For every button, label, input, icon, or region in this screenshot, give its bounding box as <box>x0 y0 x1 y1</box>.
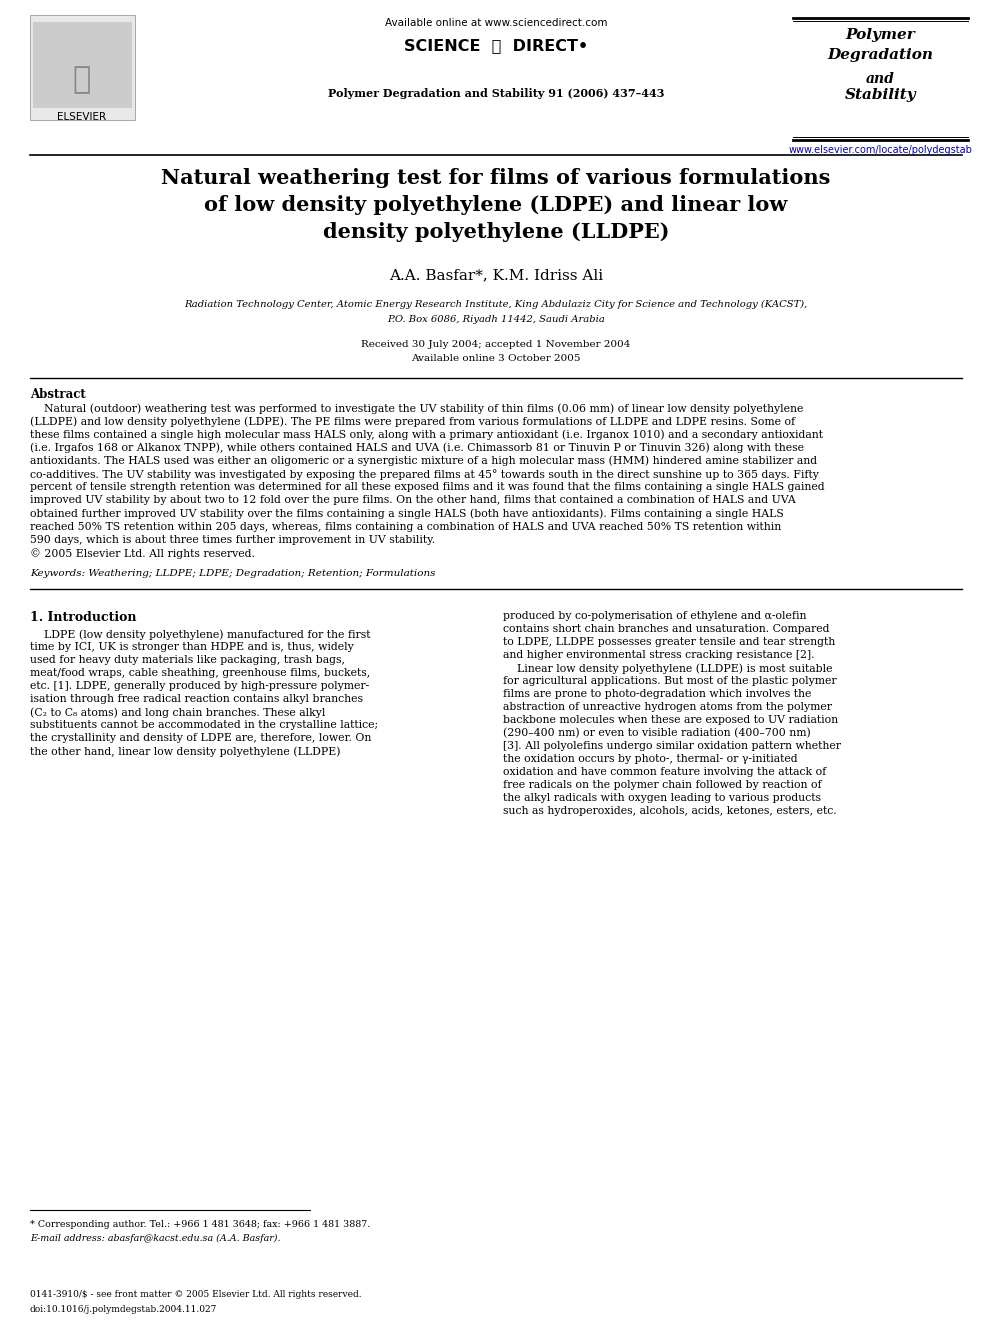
Text: the alkyl radicals with oxygen leading to various products: the alkyl radicals with oxygen leading t… <box>503 794 821 803</box>
Text: substituents cannot be accommodated in the crystalline lattice;: substituents cannot be accommodated in t… <box>30 721 378 730</box>
Text: Available online 3 October 2005: Available online 3 October 2005 <box>412 355 580 363</box>
Text: LDPE (low density polyethylene) manufactured for the first: LDPE (low density polyethylene) manufact… <box>30 630 370 640</box>
Bar <box>30 15 135 120</box>
Text: improved UV stability by about two to 12 fold over the pure films. On the other : improved UV stability by about two to 12… <box>30 495 796 505</box>
Text: doi:10.1016/j.polymdegstab.2004.11.027: doi:10.1016/j.polymdegstab.2004.11.027 <box>30 1304 217 1314</box>
Text: of low density polyethylene (LDPE) and linear low: of low density polyethylene (LDPE) and l… <box>204 194 788 216</box>
Text: to LDPE, LLDPE possesses greater tensile and tear strength: to LDPE, LLDPE possesses greater tensile… <box>503 638 835 647</box>
Text: produced by co-polymerisation of ethylene and α-olefin: produced by co-polymerisation of ethylen… <box>503 611 806 622</box>
Text: Abstract: Abstract <box>30 388 85 401</box>
Text: 🌿: 🌿 <box>72 66 91 94</box>
Text: (290–400 nm) or even to visible radiation (400–700 nm): (290–400 nm) or even to visible radiatio… <box>503 729 810 738</box>
Text: Degradation: Degradation <box>827 48 933 62</box>
Text: these films contained a single high molecular mass HALS only, along with a prima: these films contained a single high mole… <box>30 430 823 441</box>
Text: reached 50% TS retention within 205 days, whereas, films containing a combinatio: reached 50% TS retention within 205 days… <box>30 521 782 532</box>
Text: 1. Introduction: 1. Introduction <box>30 611 137 624</box>
Text: Linear low density polyethylene (LLDPE) is most suitable: Linear low density polyethylene (LLDPE) … <box>503 663 832 673</box>
Text: P.O. Box 6086, Riyadh 11442, Saudi Arabia: P.O. Box 6086, Riyadh 11442, Saudi Arabi… <box>387 315 605 324</box>
Text: Polymer Degradation and Stability 91 (2006) 437–443: Polymer Degradation and Stability 91 (20… <box>327 89 665 99</box>
Text: time by ICI, UK is stronger than HDPE and is, thus, widely: time by ICI, UK is stronger than HDPE an… <box>30 643 354 652</box>
Text: (LLDPE) and low density polyethylene (LDPE). The PE films were prepared from var: (LLDPE) and low density polyethylene (LD… <box>30 417 796 427</box>
Text: Available online at www.sciencedirect.com: Available online at www.sciencedirect.co… <box>385 19 607 28</box>
Text: obtained further improved UV stability over the films containing a single HALS (: obtained further improved UV stability o… <box>30 508 784 519</box>
Text: E-mail address: abasfar@kacst.edu.sa (A.A. Basfar).: E-mail address: abasfar@kacst.edu.sa (A.… <box>30 1234 281 1244</box>
Text: www.elsevier.com/locate/polydegstab: www.elsevier.com/locate/polydegstab <box>789 146 972 155</box>
Text: (C₂ to C₈ atoms) and long chain branches. These alkyl: (C₂ to C₈ atoms) and long chain branches… <box>30 708 325 718</box>
Text: used for heavy duty materials like packaging, trash bags,: used for heavy duty materials like packa… <box>30 655 345 665</box>
Text: the other hand, linear low density polyethylene (LLDPE): the other hand, linear low density polye… <box>30 746 340 757</box>
Text: and: and <box>866 71 895 86</box>
Text: oxidation and have common feature involving the attack of: oxidation and have common feature involv… <box>503 767 826 778</box>
Text: Received 30 July 2004; accepted 1 November 2004: Received 30 July 2004; accepted 1 Novemb… <box>361 340 631 349</box>
Text: co-additives. The UV stability was investigated by exposing the prepared films a: co-additives. The UV stability was inves… <box>30 468 818 480</box>
Text: backbone molecules when these are exposed to UV radiation: backbone molecules when these are expose… <box>503 716 838 725</box>
Text: density polyethylene (LLDPE): density polyethylene (LLDPE) <box>322 222 670 242</box>
Text: isation through free radical reaction contains alkyl branches: isation through free radical reaction co… <box>30 695 363 704</box>
Text: etc. [1]. LDPE, generally produced by high-pressure polymer-: etc. [1]. LDPE, generally produced by hi… <box>30 681 369 692</box>
Text: abstraction of unreactive hydrogen atoms from the polymer: abstraction of unreactive hydrogen atoms… <box>503 703 832 712</box>
Text: A.A. Basfar*, K.M. Idriss Ali: A.A. Basfar*, K.M. Idriss Ali <box>389 269 603 282</box>
Text: and higher environmental stress cracking resistance [2].: and higher environmental stress cracking… <box>503 651 814 660</box>
Text: the oxidation occurs by photo-, thermal- or γ-initiated: the oxidation occurs by photo-, thermal-… <box>503 754 798 765</box>
Text: ELSEVIER: ELSEVIER <box>58 112 106 122</box>
Text: antioxidants. The HALS used was either an oligomeric or a synergistic mixture of: antioxidants. The HALS used was either a… <box>30 456 817 467</box>
Bar <box>33 22 132 108</box>
Text: SCIENCE  ⓓ  DIRECT•: SCIENCE ⓓ DIRECT• <box>404 38 588 53</box>
Text: such as hydroperoxides, alcohols, acids, ketones, esters, etc.: such as hydroperoxides, alcohols, acids,… <box>503 807 836 816</box>
Text: Polymer: Polymer <box>845 28 916 42</box>
Text: Natural (outdoor) weathering test was performed to investigate the UV stability : Natural (outdoor) weathering test was pe… <box>30 404 804 414</box>
Text: Radiation Technology Center, Atomic Energy Research Institute, King Abdulaziz Ci: Radiation Technology Center, Atomic Ener… <box>185 300 807 310</box>
Text: the crystallinity and density of LDPE are, therefore, lower. On: the crystallinity and density of LDPE ar… <box>30 733 371 744</box>
Text: Natural weathering test for films of various formulations: Natural weathering test for films of var… <box>162 168 830 188</box>
Text: (i.e. Irgafos 168 or Alkanox TNPP), while others contained HALS and UVA (i.e. Ch: (i.e. Irgafos 168 or Alkanox TNPP), whil… <box>30 443 804 454</box>
Text: free radicals on the polymer chain followed by reaction of: free radicals on the polymer chain follo… <box>503 781 821 790</box>
Text: for agricultural applications. But most of the plastic polymer: for agricultural applications. But most … <box>503 676 836 687</box>
Text: films are prone to photo-degradation which involves the: films are prone to photo-degradation whi… <box>503 689 811 700</box>
Text: Stability: Stability <box>844 89 917 102</box>
Text: 0141-3910/$ - see front matter © 2005 Elsevier Ltd. All rights reserved.: 0141-3910/$ - see front matter © 2005 El… <box>30 1290 362 1299</box>
Text: percent of tensile strength retention was determined for all these exposed films: percent of tensile strength retention wa… <box>30 482 824 492</box>
Text: © 2005 Elsevier Ltd. All rights reserved.: © 2005 Elsevier Ltd. All rights reserved… <box>30 548 255 560</box>
Text: [3]. All polyolefins undergo similar oxidation pattern whether: [3]. All polyolefins undergo similar oxi… <box>503 741 841 751</box>
Text: meat/food wraps, cable sheathing, greenhouse films, buckets,: meat/food wraps, cable sheathing, greenh… <box>30 668 370 679</box>
Text: contains short chain branches and unsaturation. Compared: contains short chain branches and unsatu… <box>503 624 829 635</box>
Text: * Corresponding author. Tel.: +966 1 481 3648; fax: +966 1 481 3887.: * Corresponding author. Tel.: +966 1 481… <box>30 1220 370 1229</box>
Text: Keywords: Weathering; LLDPE; LDPE; Degradation; Retention; Formulations: Keywords: Weathering; LLDPE; LDPE; Degra… <box>30 569 435 578</box>
Text: 590 days, which is about three times further improvement in UV stability.: 590 days, which is about three times fur… <box>30 534 435 545</box>
